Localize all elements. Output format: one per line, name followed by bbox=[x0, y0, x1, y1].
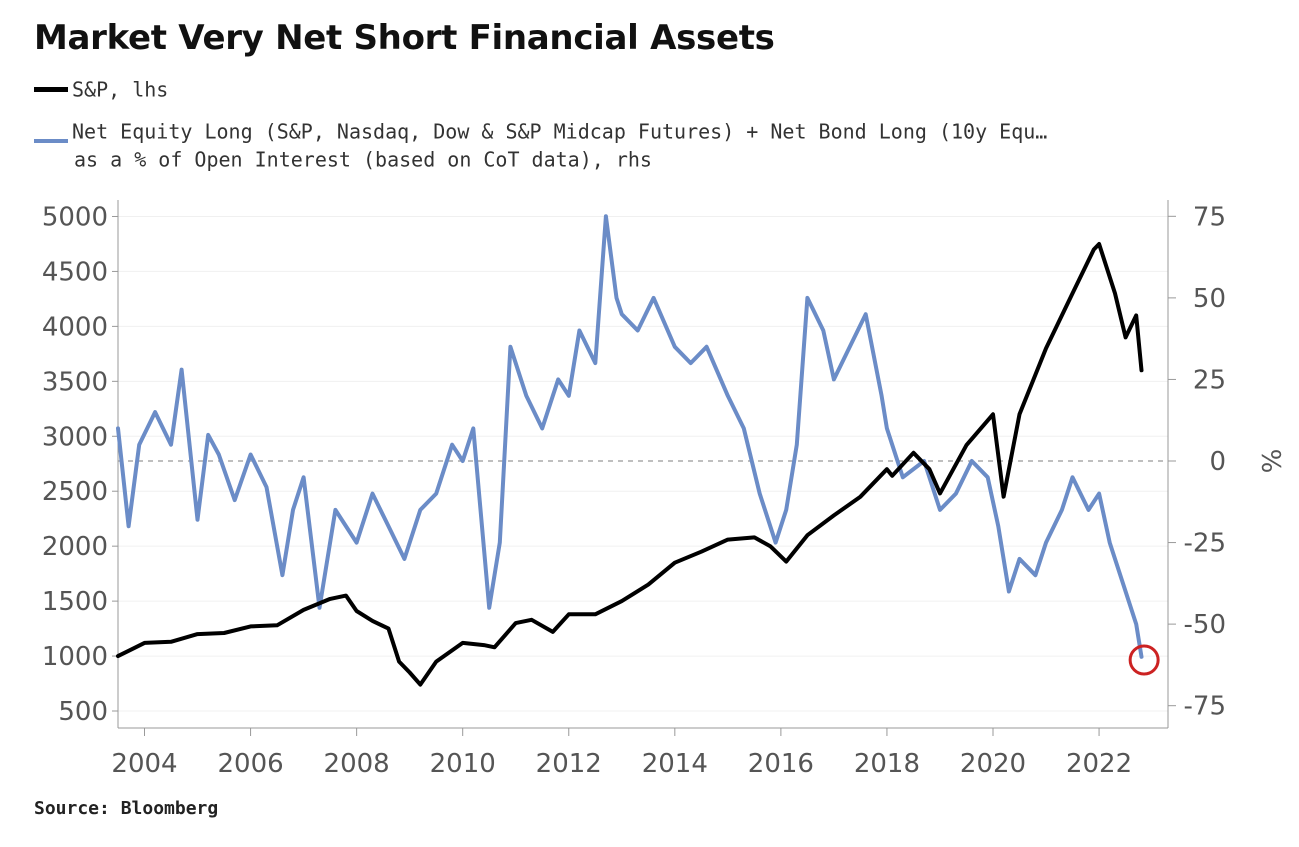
x-tick-label: 2006 bbox=[217, 749, 283, 779]
left-tick-label: 1500 bbox=[42, 587, 108, 617]
right-tick-label: 75 bbox=[1193, 202, 1226, 232]
left-tick-label: 4000 bbox=[42, 312, 108, 342]
chart-source: Source: Bloomberg bbox=[34, 798, 219, 819]
x-tick-label: 2004 bbox=[111, 749, 177, 779]
chart-title: Market Very Net Short Financial Assets bbox=[34, 18, 775, 58]
annotation-circle bbox=[1128, 644, 1160, 676]
legend-item-net-long-line2: as a % of Open Interest (based on CoT da… bbox=[74, 146, 652, 172]
left-tick-label: 1000 bbox=[42, 642, 108, 672]
legend-swatch-sp bbox=[34, 87, 68, 92]
left-tick-label: 500 bbox=[58, 697, 108, 727]
x-tick-label: 2022 bbox=[1066, 749, 1132, 779]
x-tick-label: 2008 bbox=[324, 749, 390, 779]
left-tick-label: 4500 bbox=[42, 257, 108, 287]
left-tick-label: 3000 bbox=[42, 422, 108, 452]
legend-label-net-long-line2: as a % of Open Interest (based on CoT da… bbox=[74, 147, 652, 172]
x-tick-label: 2016 bbox=[748, 749, 814, 779]
x-tick-label: 2010 bbox=[430, 749, 496, 779]
legend-label-net-long-line1: Net Equity Long (S&P, Nasdaq, Dow & S&P … bbox=[72, 119, 1048, 144]
x-tick-label: 2012 bbox=[536, 749, 602, 779]
x-tick-label: 2020 bbox=[960, 749, 1026, 779]
series-line-sp bbox=[116, 242, 1144, 687]
right-tick-label: 25 bbox=[1193, 365, 1226, 395]
left-tick-label: 5000 bbox=[42, 202, 108, 232]
right-tick-label: 50 bbox=[1193, 284, 1226, 314]
left-tick-label: 2000 bbox=[42, 532, 108, 562]
legend-item-sp: S&P, lhs bbox=[34, 76, 168, 102]
legend-label-sp: S&P, lhs bbox=[72, 77, 169, 102]
left-tick-label: 3500 bbox=[42, 367, 108, 397]
right-tick-label: 0 bbox=[1209, 447, 1226, 477]
right-tick-label: -25 bbox=[1184, 529, 1226, 559]
right-tick-label: -50 bbox=[1184, 610, 1226, 640]
right-tick-label: -75 bbox=[1184, 692, 1226, 722]
x-tick-label: 2018 bbox=[854, 749, 920, 779]
legend-swatch-net-long bbox=[34, 138, 68, 143]
right-axis-unit: % bbox=[1255, 449, 1285, 474]
x-tick-label: 2014 bbox=[642, 749, 708, 779]
legend-item-net-long: Net Equity Long (S&P, Nasdaq, Dow & S&P … bbox=[34, 118, 1047, 144]
series-line-net-long bbox=[116, 214, 1144, 659]
left-tick-label: 2500 bbox=[42, 477, 108, 507]
